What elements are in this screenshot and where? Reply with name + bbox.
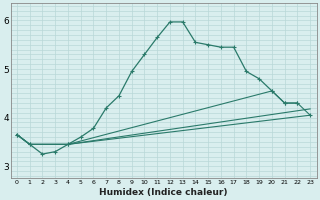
X-axis label: Humidex (Indice chaleur): Humidex (Indice chaleur) (99, 188, 228, 197)
